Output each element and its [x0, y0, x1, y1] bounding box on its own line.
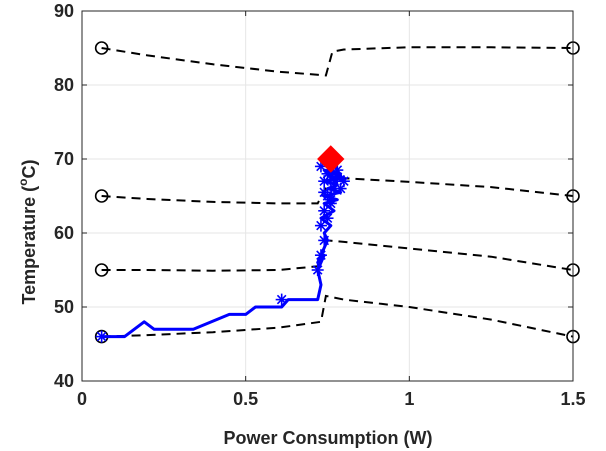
- star-marker: [275, 293, 288, 306]
- dashed-curve: [101, 294, 574, 338]
- star-marker: [318, 186, 331, 199]
- y-axis-label: Temperature (oC): [16, 159, 39, 304]
- y-tick-label: 50: [54, 297, 74, 317]
- circle-marker: [94, 189, 109, 203]
- y-axis-label-superscript: o: [16, 178, 30, 185]
- final-diamond-marker: [317, 145, 345, 173]
- star-marker-stroke: [96, 331, 107, 342]
- y-tick-label: 80: [54, 75, 74, 95]
- star-marker-stroke: [322, 213, 333, 224]
- star-marker: [324, 193, 337, 206]
- star-marker-stroke: [276, 294, 287, 305]
- y-tick-label: 60: [54, 223, 74, 243]
- star-marker: [318, 234, 331, 247]
- circle-marker: [94, 263, 109, 277]
- axes-box: [81, 10, 574, 382]
- y-axis-label-prefix: Temperature (: [19, 186, 39, 305]
- star-marker-stroke: [339, 176, 349, 187]
- y-tick-label: 70: [54, 149, 74, 169]
- star-marker-stroke: [332, 172, 343, 183]
- star-marker: [95, 330, 108, 343]
- star-marker: [337, 175, 350, 188]
- star-marker: [314, 249, 327, 262]
- circle-marker: [94, 41, 109, 55]
- star-marker-stroke: [332, 165, 343, 175]
- trajectory-line: [101, 158, 346, 339]
- dashed-curve: [101, 46, 574, 77]
- x-tick-label: 1: [404, 389, 414, 409]
- data-layer: [94, 41, 580, 344]
- y-tick-label: 40: [54, 371, 74, 391]
- x-axis-label: Power Consumption (W): [224, 428, 433, 448]
- y-tick-label: 90: [54, 1, 74, 21]
- tick-marks: 0 0.5 1 1.5 40 50 60 70 80 90: [54, 1, 586, 409]
- star-marker-stroke: [319, 235, 330, 246]
- x-tick-label: 0: [77, 389, 87, 409]
- star-marker-stroke: [325, 194, 336, 205]
- x-tick-label: 1.5: [560, 389, 585, 409]
- star-marker: [311, 264, 324, 276]
- star-marker-stroke: [312, 265, 323, 275]
- star-marker-stroke: [319, 187, 330, 198]
- star-marker-stroke: [316, 250, 326, 261]
- x-tick-label: 0.5: [233, 389, 258, 409]
- y-axis-label-suffix: C): [19, 159, 39, 178]
